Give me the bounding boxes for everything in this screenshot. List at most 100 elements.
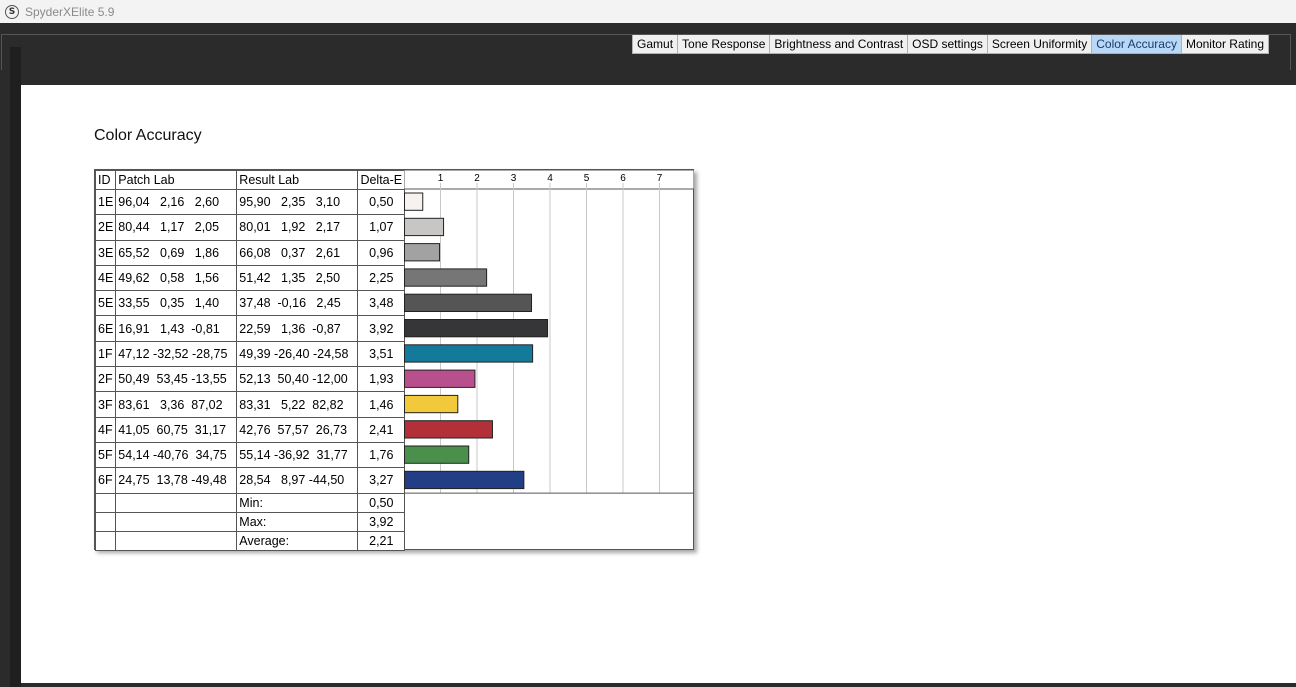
cell-patch-lab: 41,05 60,75 31,17 [115,416,238,443]
chart-bar-1e [404,192,424,211]
cell-result-lab: 52,13 50,40 -12,00 [236,366,359,393]
tab-color-accuracy[interactable]: Color Accuracy [1092,35,1182,54]
chart-tick-label: 5 [584,173,590,184]
summary-empty-cell [94,530,117,551]
cell-result-lab: 22,59 1,36 -0,87 [236,315,359,342]
table-row: 5E 33,55 0,35 1,40 37,48 -0,16 2,45 3,48 [94,290,406,317]
report-canvas: Color Accuracy ID Patch Lab Result Lab D… [21,85,1296,683]
chart-bar-2e [404,217,445,237]
table-row: 4E 49,62 0,58 1,56 51,42 1,35 2,50 2,25 [94,264,406,292]
summary-empty-cell [115,492,238,513]
cell-patch-lab: 49,62 0,58 1,56 [115,264,238,292]
cell-patch-lab: 96,04 2,16 2,60 [115,188,238,216]
chart-bar-3f [404,394,459,414]
cell-patch-lab: 83,61 3,36 87,02 [115,391,238,418]
cell-patch-lab: 47,12 -32,52 -28,75 [115,340,238,368]
cell-delta-e: 3,51 [357,340,406,368]
chart-bar-4f [404,420,493,439]
app-title: SpyderXElite 5.9 [25,4,115,19]
page-title: Color Accuracy [94,127,202,144]
header-patch-lab: Patch Lab [115,170,238,190]
cell-id: 6F [94,467,117,494]
cell-patch-lab: 65,52 0,69 1,86 [115,239,238,266]
summary-empty-cell [115,511,238,532]
table-row: 4F 41,05 60,75 31,17 42,76 57,57 26,73 2,41 [94,416,406,443]
cell-delta-e: 0,96 [357,239,406,266]
cell-id: 6E [94,315,117,342]
color-accuracy-report: ID Patch Lab Result Lab Delta-E 1E 96,04 … [94,169,694,551]
cell-patch-lab: 33,55 0,35 1,40 [115,290,238,317]
table-row: 2F 50,49 53,45 -13,55 52,13 50,40 -12,00 1,… [94,366,406,393]
chart-tick-label: 6 [620,173,626,184]
cell-id: 5E [94,290,117,317]
cell-id: 2F [94,366,117,393]
cell-id: 3E [94,239,117,266]
summary-value: 2,21 [357,530,406,551]
title-bar: S SpyderXElite 5.9 [0,0,1296,23]
cell-delta-e: 1,07 [357,214,406,241]
cell-delta-e: 2,25 [357,264,406,292]
cell-delta-e: 0,50 [357,188,406,216]
summary-empty-cell [94,511,117,532]
summary-value: 0,50 [357,492,406,513]
cell-id: 4F [94,416,117,443]
chart-bar-6f [404,470,525,490]
table-row: 1F 47,12 -32,52 -28,75 49,39 -26,40 -24,58… [94,340,406,368]
cell-delta-e: 1,93 [357,366,406,393]
table-row: 6F 24,75 13,78 -49,48 28,54 8,97 -44,50 3,2… [94,467,406,494]
tab-bar: Gamut Tone Response Brightness and Contras… [632,35,1269,54]
cell-result-lab: 66,08 0,37 2,61 [236,239,359,266]
cell-patch-lab: 24,75 13,78 -49,48 [115,467,238,494]
cell-id: 5F [94,441,117,469]
cell-patch-lab: 16,91 1,43 -0,81 [115,315,238,342]
summary-row: Min: 0,50 [94,492,406,513]
summary-row: Max: 3,92 [94,511,406,532]
tab-brightness-and-contrast[interactable]: Brightness and Contrast [770,35,909,54]
cell-result-lab: 55,14 -36,92 31,77 [236,441,359,469]
summary-label: Max: [236,511,359,532]
header-id: ID [94,170,117,190]
summary-empty-cell [115,530,238,551]
top-panel: Gamut Tone Response Brightness and Contras… [0,23,1296,85]
chart-bar-2f [404,369,476,388]
cell-result-lab: 83,31 5,22 82,82 [236,391,359,418]
tab-gamut[interactable]: Gamut [632,35,679,54]
table-row: 3F 83,61 3,36 87,02 83,31 5,22 82,82 1,46 [94,391,406,418]
cell-delta-e: 3,48 [357,290,406,317]
cell-delta-e: 1,46 [357,391,406,418]
table-row: 2E 80,44 1,17 2,05 80,01 1,92 2,17 1,07 [94,214,406,241]
header-delta-e: Delta-E [357,170,406,190]
table-row: 1E 96,04 2,16 2,60 95,90 2,35 3,10 0,50 [94,188,406,216]
app-logo-icon: S [5,4,19,19]
summary-label: Average: [236,530,359,551]
tab-tone-response[interactable]: Tone Response [678,35,771,54]
cell-patch-lab: 54,14 -40,76 34,75 [115,441,238,469]
color-accuracy-table: ID Patch Lab Result Lab Delta-E 1E 96,04 … [94,170,406,551]
summary-empty-cell [94,492,117,513]
tab-osd-settings[interactable]: OSD settings [908,35,988,54]
cell-delta-e: 2,41 [357,416,406,443]
chart-tick-label: 7 [657,173,663,184]
cell-id: 2E [94,214,117,241]
table-row: 6E 16,91 1,43 -0,81 22,59 1,36 -0,87 3,92 [94,315,406,342]
chart-tick-label: 3 [511,173,517,184]
summary-value: 3,92 [357,511,406,532]
chart-bar-3e [404,243,441,262]
left-panel-strip [10,47,21,687]
cell-result-lab: 49,39 -26,40 -24,58 [236,340,359,368]
cell-delta-e: 3,27 [357,467,406,494]
delta-e-bar-chart: 1 2 3 4 5 6 7 [404,170,694,494]
chart-bar-5e [404,293,533,312]
tab-screen-uniformity[interactable]: Screen Uniformity [987,35,1093,54]
table-row: 5F 54,14 -40,76 34,75 55,14 -36,92 31,77 1,… [94,441,406,469]
cell-id: 1F [94,340,117,368]
header-result-lab: Result Lab [236,170,359,190]
tab-monitor-rating[interactable]: Monitor Rating [1181,35,1269,54]
chart-tick-label: 4 [547,173,553,184]
cell-id: 1E [94,188,117,216]
table-row: 3E 65,52 0,69 1,86 66,08 0,37 2,61 0,96 [94,239,406,266]
cell-result-lab: 42,76 57,57 26,73 [236,416,359,443]
chart-tick-label: 1 [438,173,444,184]
chart-tick-label: 2 [474,173,480,184]
summary-label: Min: [236,492,359,513]
